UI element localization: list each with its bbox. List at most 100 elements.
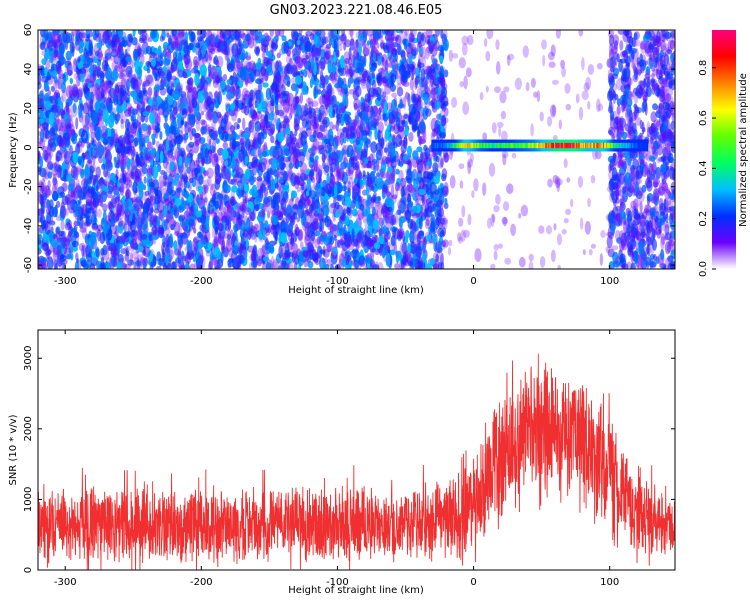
spectrogram-cell — [40, 41, 46, 51]
spectrogram-cell — [226, 234, 232, 240]
spectrogram-cell — [301, 184, 305, 191]
spectrogram-cell — [41, 121, 49, 130]
spectrogram-cell — [120, 162, 125, 173]
spectrogram-cell — [61, 89, 67, 102]
spectrogram-cell — [370, 105, 374, 119]
spectrogram-cell — [52, 173, 58, 184]
spectrogram-cell — [443, 181, 449, 194]
spectrogram-cell — [402, 154, 410, 162]
spectrogram-cell — [243, 93, 247, 101]
spectrogram-cell — [353, 220, 359, 229]
spectrogram-cell — [386, 159, 390, 167]
spectrogram-cell — [355, 201, 359, 210]
spectrogram-cell — [314, 238, 321, 249]
spectrogram-cell — [395, 30, 402, 34]
spectrogram-cell — [134, 168, 139, 181]
spectrogram-cell — [391, 92, 398, 98]
spectrogram-cell — [343, 41, 347, 51]
spectrogram-cell — [360, 148, 368, 158]
spectrogram-cell — [381, 56, 385, 63]
spectrogram-cell — [46, 199, 50, 209]
spectrogram-cell — [147, 125, 152, 136]
spectrogram-cell — [156, 83, 160, 93]
spectrogram-cell — [408, 113, 414, 126]
spectrogram-cell — [383, 44, 390, 54]
spectrogram-cell — [277, 265, 283, 269]
spectrogram-cell — [101, 125, 108, 139]
spectrogram-cell — [60, 219, 65, 231]
spectrogram-cell — [57, 164, 62, 178]
spectrogram-cell — [419, 80, 425, 88]
spectrogram-cell — [278, 178, 286, 185]
spectrogram-cell — [120, 118, 124, 125]
spectrogram-cell — [226, 232, 231, 246]
spectrogram-cell — [379, 103, 384, 113]
spectrogram-cell — [172, 41, 181, 52]
spectrogram-cell — [121, 195, 126, 205]
spectrogram-cell — [269, 102, 275, 113]
spectrogram-cell — [270, 135, 275, 144]
spectrogram-cell — [394, 263, 401, 269]
spectrogram-cell — [120, 73, 128, 87]
spectrogram-cell — [238, 102, 242, 109]
spectrogram-cell — [366, 75, 372, 84]
spectrogram-cell — [322, 258, 328, 264]
spectrogram-cell — [47, 179, 51, 191]
spectrogram-cell — [51, 239, 59, 249]
spectrogram-cell — [440, 199, 444, 211]
spectrogram-cell — [47, 161, 55, 168]
spectrogram-cell — [105, 161, 113, 172]
spectrogram-cell — [188, 118, 193, 130]
spectrogram-cell — [163, 198, 170, 206]
spectrogram-cell — [186, 69, 192, 77]
spectrogram-cell — [434, 57, 438, 65]
spectrogram-cell — [408, 63, 415, 71]
spectrogram-cell — [64, 195, 69, 202]
spectrogram-cell — [66, 219, 73, 229]
spectrogram-cell — [323, 36, 329, 44]
spectrogram-cell — [131, 108, 138, 115]
spectrogram-cell — [281, 258, 287, 269]
spectrogram-cell — [342, 257, 346, 268]
spectrogram-cell — [261, 150, 268, 157]
spectrogram-cell — [312, 123, 318, 130]
spectrogram-cell — [136, 103, 141, 112]
spectrogram-cell — [307, 261, 314, 269]
spectrogram-cell — [358, 58, 365, 73]
spectrogram-cell — [103, 138, 108, 145]
spectrogram-cell — [384, 214, 391, 220]
spectrogram-cell — [352, 90, 359, 101]
spectrogram-cell — [351, 208, 358, 217]
spectrogram-cell — [405, 184, 410, 196]
spectrogram-cell — [288, 113, 293, 120]
spectrogram-cell — [123, 223, 127, 233]
spectrogram-cell — [87, 186, 95, 195]
spectrogram-cell — [106, 190, 113, 199]
spectrogram-cell — [40, 257, 48, 263]
spectrogram-cell — [303, 59, 309, 66]
spectrogram-cell — [181, 155, 187, 170]
spectrogram-cell — [119, 52, 124, 60]
spectrogram-cell — [281, 184, 289, 191]
spectrogram-cell — [201, 157, 205, 167]
spectrogram-cell — [389, 125, 395, 132]
spectrogram-cell — [364, 158, 369, 164]
spectrogram-cell — [363, 43, 371, 57]
spectrogram-cell — [402, 81, 410, 87]
spectrogram-cell — [148, 182, 155, 188]
spectrogram-cell — [241, 235, 245, 245]
spectrogram-cell — [296, 56, 303, 71]
spectrogram-cell — [75, 117, 79, 130]
spectrogram-cell — [166, 71, 172, 83]
spectrogram-cell — [79, 40, 85, 49]
spectrogram-cell — [248, 120, 253, 130]
spectrogram-cell — [45, 207, 51, 215]
spectrogram-cell — [165, 138, 169, 152]
spectrogram-cell — [39, 138, 45, 150]
spectrogram-cell — [111, 69, 119, 82]
spectrogram-cell — [323, 94, 331, 107]
spectrogram-cell — [340, 168, 344, 176]
spectrogram-cell — [127, 259, 135, 266]
spectrogram-cell — [418, 135, 423, 146]
spectrogram-cell — [132, 48, 138, 61]
